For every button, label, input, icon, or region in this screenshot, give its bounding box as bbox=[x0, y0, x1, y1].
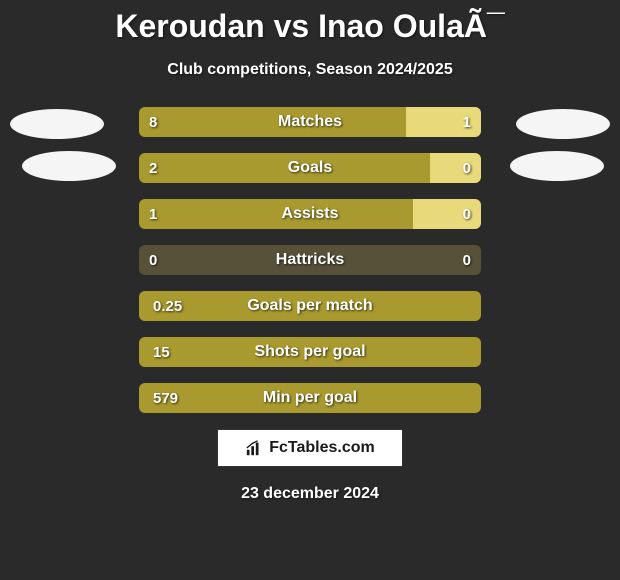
footer-date: 23 december 2024 bbox=[0, 485, 620, 503]
bar-right-value: 1 bbox=[463, 114, 471, 131]
chart-icon bbox=[245, 439, 263, 457]
player-left-avatar-1 bbox=[10, 109, 104, 139]
player-right-avatar-1 bbox=[516, 109, 610, 139]
bar-left-value: 8 bbox=[149, 114, 157, 131]
single-bar: 15 Shots per goal bbox=[139, 337, 481, 367]
player-left-avatar-2 bbox=[22, 151, 116, 181]
bar-label: Hattricks bbox=[276, 251, 344, 269]
bar-left-segment: 2 bbox=[139, 153, 430, 183]
comparison-title: Keroudan vs Inao OulaÃ¯ bbox=[0, 0, 620, 45]
bar-left-value: 1 bbox=[149, 206, 157, 223]
logo-text: FcTables.com bbox=[269, 439, 375, 457]
bar-right-value: 0 bbox=[463, 160, 471, 177]
single-bar: 579 Min per goal bbox=[139, 383, 481, 413]
bar-value: 579 bbox=[153, 390, 178, 407]
bar-label: Assists bbox=[282, 205, 339, 223]
bar-left-segment: 8 bbox=[139, 107, 406, 137]
single-bar: 0.25 Goals per match bbox=[139, 291, 481, 321]
comparison-subtitle: Club competitions, Season 2024/2025 bbox=[0, 61, 620, 79]
bars-container: 8 1 Matches 2 0 Goals 1 0 Assists 0 0 Hattricks 0.25… bbox=[139, 107, 481, 413]
bar-right-value: 0 bbox=[463, 252, 471, 269]
bar-left-value: 2 bbox=[149, 160, 157, 177]
bar-value: 15 bbox=[153, 344, 170, 361]
bar-left-segment: 1 bbox=[139, 199, 413, 229]
bar-right-segment: 0 bbox=[413, 199, 481, 229]
comparison-bar: 1 0 Assists bbox=[139, 199, 481, 229]
comparison-bar: 0 0 Hattricks bbox=[139, 245, 481, 275]
bar-label: Matches bbox=[278, 113, 342, 131]
bar-label: Min per goal bbox=[263, 389, 357, 407]
bar-value: 0.25 bbox=[153, 298, 182, 315]
footer-logo[interactable]: FcTables.com bbox=[217, 429, 403, 467]
bar-left-value: 0 bbox=[149, 252, 157, 269]
comparison-bar: 2 0 Goals bbox=[139, 153, 481, 183]
bar-right-value: 0 bbox=[463, 206, 471, 223]
chart-area: 8 1 Matches 2 0 Goals 1 0 Assists 0 0 Hattricks 0.25… bbox=[0, 107, 620, 413]
bar-right-segment: 0 bbox=[430, 153, 481, 183]
comparison-bar: 8 1 Matches bbox=[139, 107, 481, 137]
bar-label: Goals bbox=[288, 159, 332, 177]
player-right-avatar-2 bbox=[510, 151, 604, 181]
bar-label: Shots per goal bbox=[254, 343, 365, 361]
bar-label: Goals per match bbox=[247, 297, 372, 315]
bar-right-segment: 1 bbox=[406, 107, 481, 137]
